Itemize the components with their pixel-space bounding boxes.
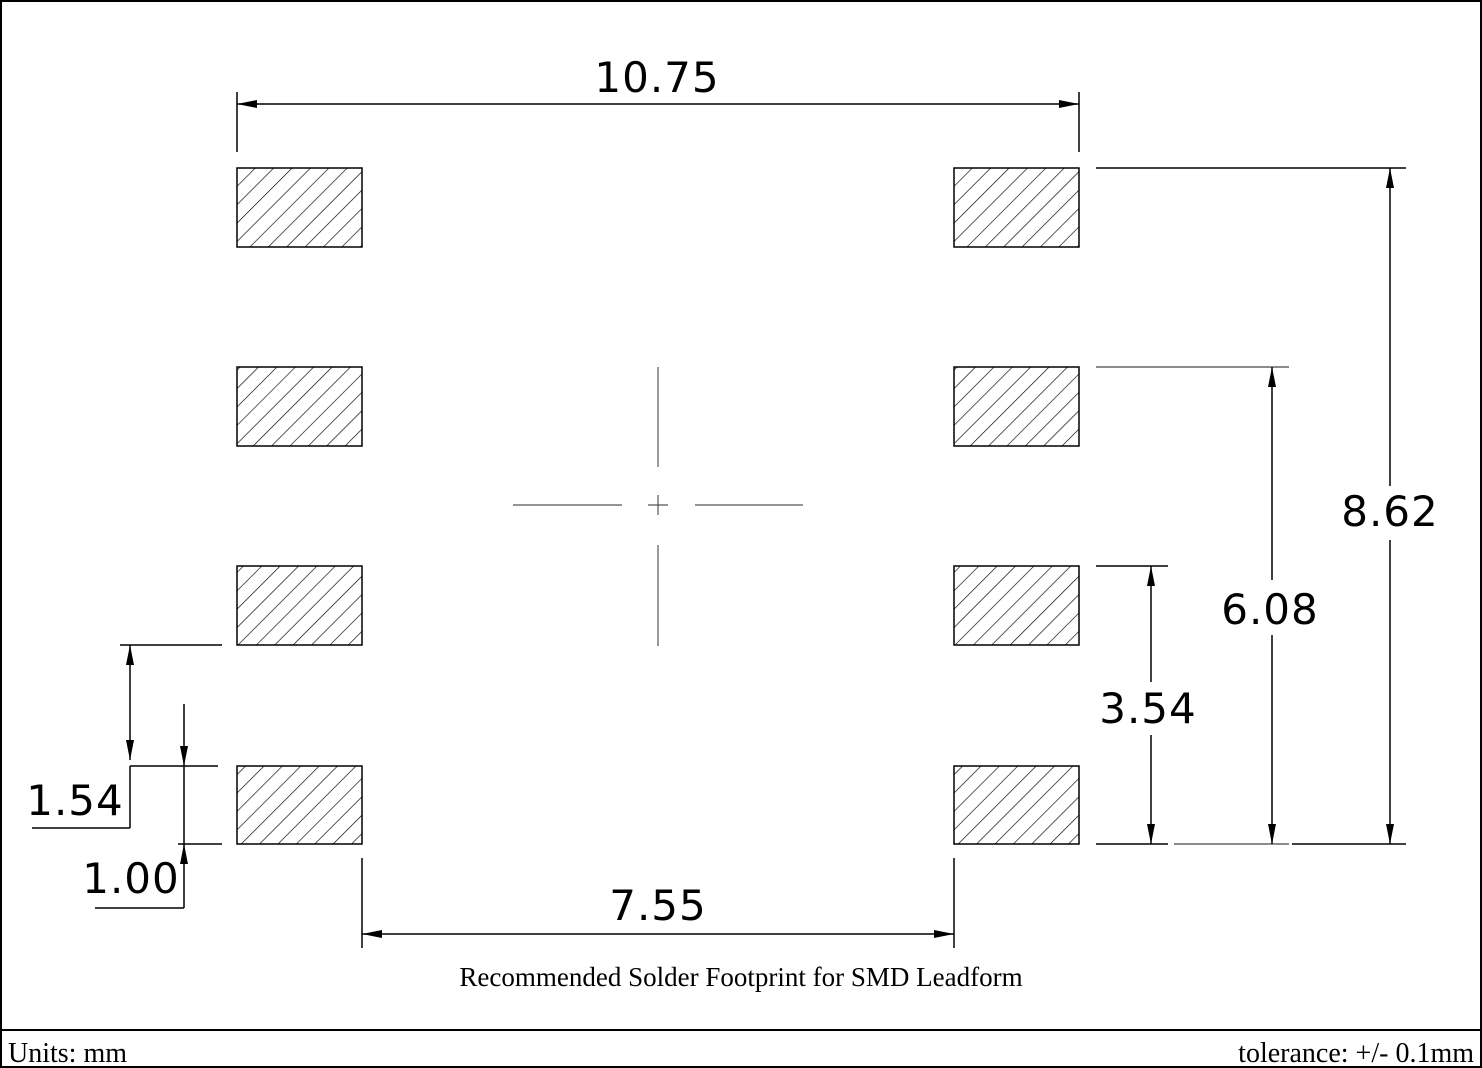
dim-inner-width [361, 858, 955, 948]
dim-pitch-label: 1.54 [26, 776, 124, 825]
pad [236, 765, 363, 845]
pad [953, 167, 1080, 248]
dim-pitch [32, 644, 222, 829]
pad [953, 366, 1080, 447]
pad [953, 765, 1080, 845]
dim-overall-width [236, 92, 1080, 152]
pad [236, 565, 363, 646]
pads-left [236, 167, 363, 845]
pad [236, 366, 363, 447]
dim-overall-height-label: 8.62 [1341, 487, 1439, 536]
dim-mid-height [1096, 366, 1289, 845]
dim-inner-height-label: 3.54 [1099, 684, 1197, 733]
pad [953, 565, 1080, 646]
dim-pad-height-label: 1.00 [82, 854, 180, 903]
dim-inner-height [1096, 565, 1168, 845]
pad [236, 167, 363, 248]
dim-overall-width-label: 10.75 [594, 53, 719, 102]
pads-right [953, 167, 1080, 845]
dim-mid-height-label: 6.08 [1221, 585, 1319, 634]
dim-pad-height [95, 704, 222, 909]
units-label: Units: mm [8, 1038, 127, 1068]
dim-inner-width-label: 7.55 [609, 881, 707, 930]
dim-overall-height [1096, 167, 1406, 845]
center-mark [513, 367, 803, 646]
tolerance-label: tolerance: +/- 0.1mm [1238, 1038, 1474, 1068]
drawing-caption: Recommended Solder Footprint for SMD Lea… [459, 962, 1022, 992]
